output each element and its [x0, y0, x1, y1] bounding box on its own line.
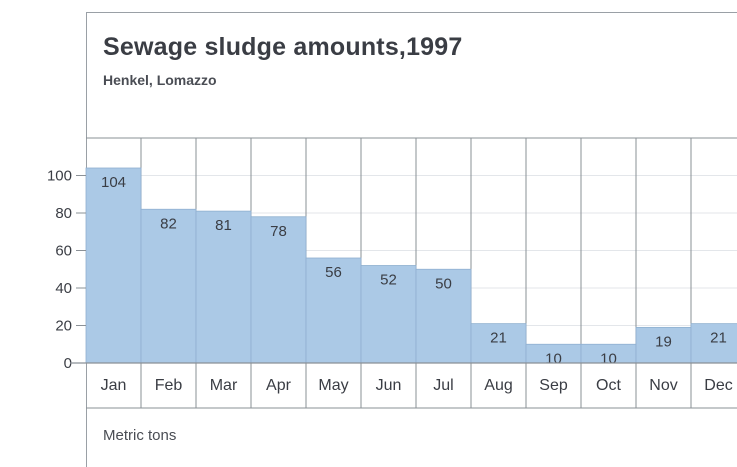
- bar-value-label: 21: [490, 330, 507, 347]
- x-tick-label: Dec: [704, 377, 732, 394]
- y-axis: 0 20 40 60 80 100: [47, 168, 86, 372]
- bar-dec: [690, 323, 737, 364]
- bar-value-label: 56: [325, 264, 342, 281]
- y-tick-label: 80: [55, 205, 72, 222]
- y-tick-label: 60: [55, 243, 72, 260]
- y-tick-label: 40: [55, 280, 72, 297]
- bar-apr: [250, 216, 307, 364]
- x-tick-label: Sep: [539, 377, 568, 394]
- bar-value-labels: 104 82 81 78 56 52 50 21 10 10 19 21: [101, 174, 727, 367]
- bar-value-label: 78: [270, 223, 287, 240]
- unit-label: Metric tons: [103, 427, 177, 444]
- y-tick-label: 20: [55, 318, 72, 335]
- chart-title: Sewage sludge amounts,1997: [103, 33, 463, 61]
- x-tick-label: Aug: [484, 377, 512, 394]
- y-tick-label: 0: [64, 355, 72, 372]
- x-tick-label: May: [318, 377, 348, 394]
- bars: [85, 167, 737, 364]
- x-axis: Jan Feb Mar Apr May Jun Jul Aug Sep Oct Nov Dec: [70, 362, 737, 409]
- bar-nov: [635, 326, 692, 364]
- x-tick-label: Oct: [596, 377, 621, 394]
- bar-value-label: 10: [545, 350, 562, 367]
- bar-jan: [85, 167, 142, 364]
- y-tick-label: 100: [47, 168, 72, 185]
- bar-value-label: 52: [380, 272, 397, 289]
- x-tick-label: Feb: [155, 377, 183, 394]
- bar-feb: [140, 208, 197, 364]
- bar-value-label: 10: [600, 350, 617, 367]
- bar-may: [305, 257, 362, 364]
- x-tick-label: Jun: [376, 377, 402, 394]
- bar-mar: [195, 210, 252, 364]
- bar-value-label: 81: [215, 217, 232, 234]
- bar-value-label: 82: [160, 215, 177, 232]
- bar-value-label: 21: [710, 330, 727, 347]
- x-tick-label: Apr: [266, 377, 292, 394]
- x-tick-label: Nov: [649, 377, 677, 394]
- x-tick-label: Jul: [433, 377, 453, 394]
- bar-value-label: 19: [655, 333, 672, 350]
- bar-value-label: 50: [435, 275, 452, 292]
- x-tick-label: Mar: [210, 377, 238, 394]
- bar-aug: [470, 323, 527, 364]
- chart-subtitle: Henkel, Lomazzo: [103, 72, 217, 88]
- bar-value-label: 104: [101, 174, 126, 191]
- x-tick-label: Jan: [101, 377, 127, 394]
- bar-jun: [360, 265, 417, 364]
